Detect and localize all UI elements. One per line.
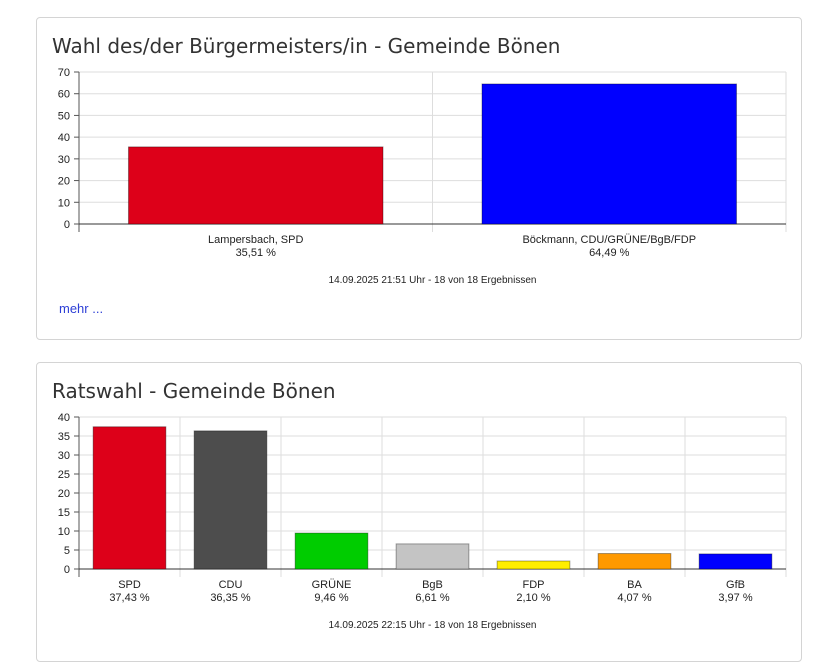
y-tick-label: 0 [64,219,70,231]
y-tick-label: 0 [64,564,70,576]
category-label: SPD [118,579,141,591]
y-tick-label: 50 [58,110,70,122]
bar-böckmann-cdu-grüne-bgb-fdp [481,83,738,225]
category-label: CDU [219,579,243,591]
value-label: 36,35 % [210,592,251,604]
category-label: BgB [422,579,443,591]
y-tick-label: 20 [58,488,70,500]
more-link[interactable]: mehr ... [59,301,104,316]
y-tick-label: 35 [58,431,70,443]
value-label: 4,07 % [617,592,651,604]
category-label: GRÜNE [312,579,352,591]
mayor-election-panel: Wahl des/der Bürgermeisters/in - Gemeind… [36,17,802,340]
bar-gfb [698,553,773,570]
y-tick-label: 10 [58,526,70,538]
value-label: 2,10 % [516,592,550,604]
bar-bgb [395,543,470,570]
y-tick-label: 40 [58,412,70,424]
value-label: 3,97 % [718,592,752,604]
bar-fdp [496,560,571,570]
bar-lampersbach-spd [127,146,384,225]
value-label: 37,43 % [109,592,150,604]
category-label: Böckmann, CDU/GRÜNE/BgB/FDP [522,234,696,246]
y-tick-label: 5 [64,545,70,557]
bar-spd [92,426,167,570]
council-election-panel: Ratswahl - Gemeinde Bönen 0 5 10 15 20 25 30 35… [36,362,802,662]
y-tick-label: 15 [58,507,70,519]
y-tick-label: 10 [58,197,70,209]
y-tick-label: 40 [58,132,70,144]
value-label: 9,46 % [314,592,348,604]
chart-title: Ratswahl - Gemeinde Bönen [52,379,336,403]
bar-ba [597,553,672,570]
bar-cdu [193,430,268,570]
chart-title: Wahl des/der Bürgermeisters/in - Gemeind… [52,34,561,58]
y-tick-label: 70 [58,67,70,79]
result-timestamp: 14.09.2025 21:51 Uhr - 18 von 18 Ergebni… [329,275,537,286]
bar-grüne [294,532,369,570]
y-tick-label: 30 [58,450,70,462]
category-label: Lampersbach, SPD [208,234,303,246]
category-label: BA [627,579,642,591]
y-tick-label: 25 [58,469,70,481]
result-timestamp: 14.09.2025 22:15 Uhr - 18 von 18 Ergebni… [329,620,537,631]
category-label: GfB [726,579,745,591]
y-tick-label: 60 [58,89,70,101]
value-label: 64,49 % [589,247,630,259]
value-label: 35,51 % [236,247,277,259]
y-tick-label: 30 [58,154,70,166]
y-tick-label: 20 [58,176,70,188]
category-label: FDP [523,579,545,591]
value-label: 6,61 % [415,592,449,604]
